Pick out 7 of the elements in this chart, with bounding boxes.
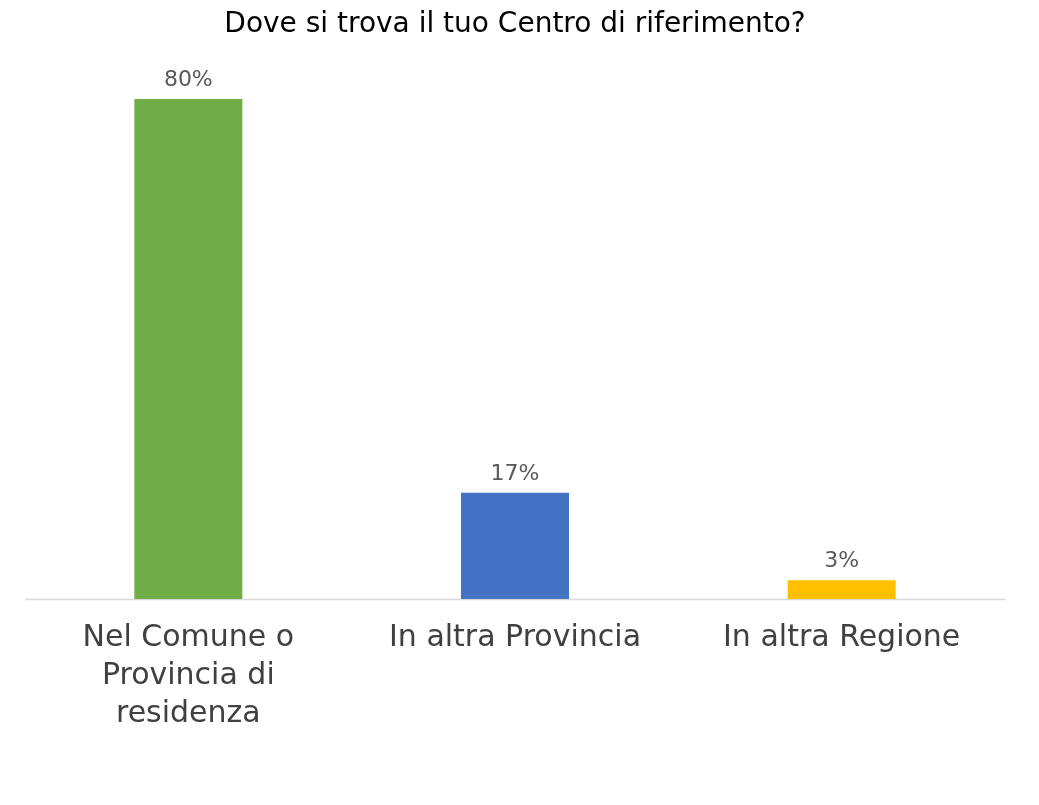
x-tick-label: Nel Comune o Provincia di residenza <box>82 617 295 729</box>
data-label: 3% <box>824 547 860 573</box>
x-tick-label: In altra Regione <box>723 617 961 653</box>
data-label: 80% <box>163 66 213 91</box>
data-label: 17% <box>490 459 540 485</box>
chart-title: Dove si trova il tuo Centro di riferimento? <box>224 6 806 39</box>
x-tick-label: In altra Provincia <box>388 617 642 653</box>
